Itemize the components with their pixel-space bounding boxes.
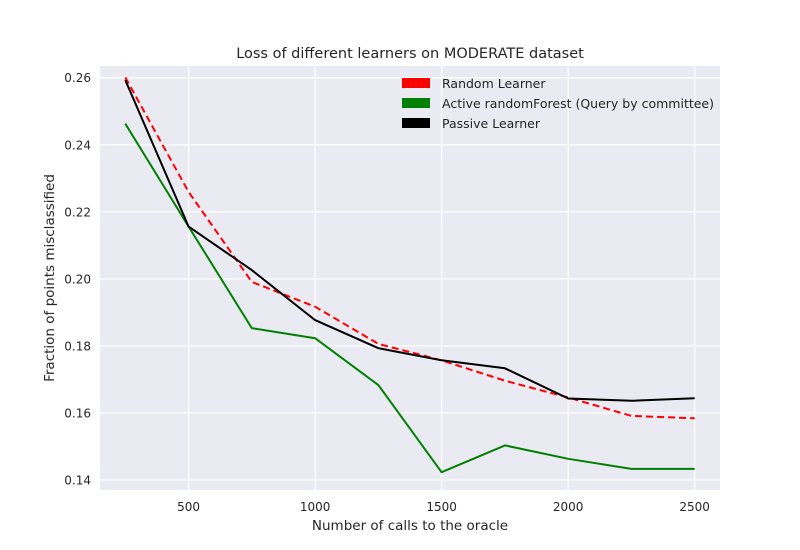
gridlines bbox=[100, 66, 720, 490]
y-tick-label: 0.22 bbox=[64, 205, 91, 219]
legend: Random Learner Active randomForest (Query… bbox=[402, 76, 714, 131]
x-tick-label: 2000 bbox=[553, 500, 584, 514]
y-tick-label: 0.14 bbox=[64, 473, 91, 487]
legend-label: Random Learner bbox=[442, 76, 546, 91]
y-tick-label: 0.18 bbox=[64, 339, 91, 353]
legend-label: Active randomForest (Query by committee) bbox=[442, 96, 714, 111]
series-layer bbox=[124, 76, 695, 474]
series-line-2 bbox=[124, 123, 695, 474]
x-tick-label: 1000 bbox=[300, 500, 331, 514]
legend-swatch bbox=[402, 118, 430, 128]
y-tick-label: 0.26 bbox=[64, 71, 91, 85]
plot-background bbox=[100, 66, 720, 490]
x-tick-label: 1500 bbox=[426, 500, 457, 514]
legend-swatch bbox=[402, 78, 430, 88]
y-axis-label: Fraction of points misclassified bbox=[42, 174, 58, 382]
legend-swatch bbox=[402, 98, 430, 108]
series-line-3 bbox=[124, 79, 695, 402]
x-tick-label: 500 bbox=[177, 500, 200, 514]
legend-label: Passive Learner bbox=[442, 116, 541, 131]
y-tick-label: 0.20 bbox=[64, 272, 91, 286]
y-axis-ticks: 0.14 0.16 0.18 0.20 0.22 0.24 0.26 bbox=[64, 71, 91, 487]
x-axis-label: Number of calls to the oracle bbox=[312, 518, 508, 534]
x-axis-ticks: 500 1000 1500 2000 2500 bbox=[177, 500, 710, 514]
y-tick-label: 0.24 bbox=[64, 138, 91, 152]
chart-title: Loss of different learners on MODERATE d… bbox=[236, 46, 584, 62]
y-tick-label: 0.16 bbox=[64, 406, 91, 420]
x-tick-label: 2500 bbox=[679, 500, 710, 514]
